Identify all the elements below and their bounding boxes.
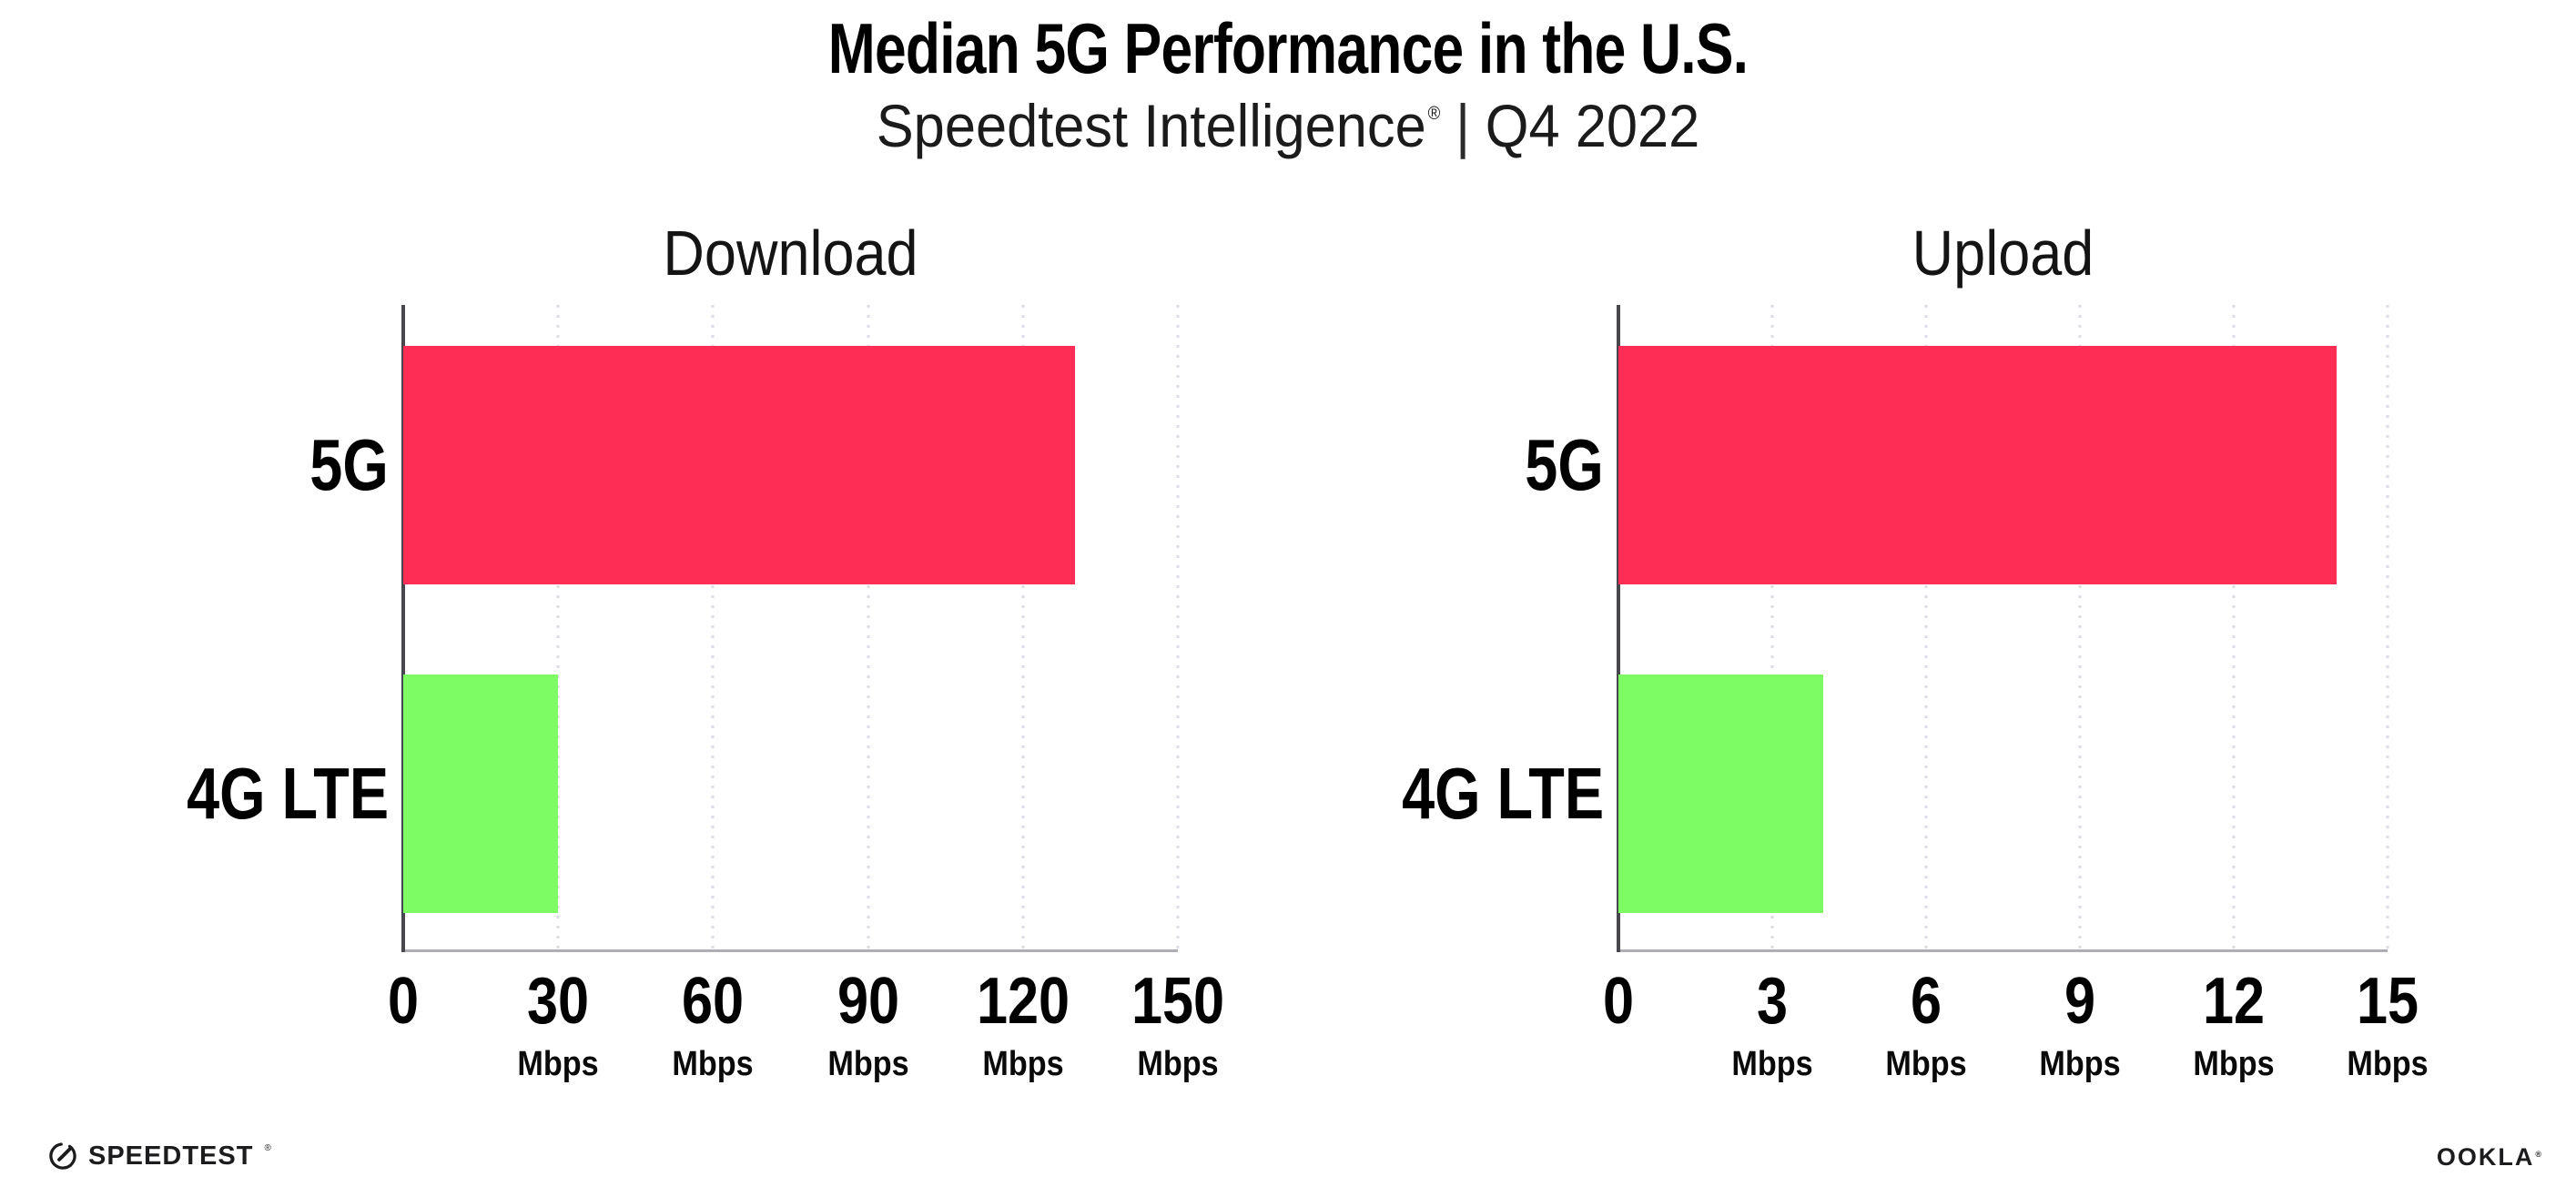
ookla-trademark-symbol: ® <box>2535 1150 2543 1159</box>
ookla-wordmark: OOKLA <box>2436 1143 2535 1171</box>
subtitle-brand: Speedtest Intelligence <box>876 92 1426 159</box>
speedtest-gauge-icon <box>49 1142 76 1170</box>
gridline-120 <box>1021 305 1025 949</box>
page-subtitle: Speedtest Intelligence® | Q4 2022 <box>90 91 2486 160</box>
x-tick-value: 12 <box>2202 965 2266 1038</box>
gridline-12 <box>2232 305 2236 949</box>
upload-chart-title: Upload <box>1912 218 2094 289</box>
x-tick-120: 120 Mbps <box>969 969 1078 1081</box>
download-x-axis-ticks: 0 30 Mbps 60 Mbps 90 Mbps 120 Mbps 150 Mbps <box>388 969 1224 1123</box>
x-tick-0: 0 <box>385 969 421 1034</box>
x-tick-value: 0 <box>1602 965 1635 1038</box>
category-label-4g-lte: 4G LTE <box>186 752 389 834</box>
speedtest-logo: SPEEDTEST ® <box>47 1140 271 1172</box>
gridline-15 <box>2386 305 2389 949</box>
bar-5g-upload <box>1618 345 2337 584</box>
x-tick-unit: Mbps <box>1731 1045 1813 1083</box>
x-tick-3: 3 Mbps <box>1727 969 1817 1081</box>
x-tick-value: 60 <box>682 965 745 1038</box>
category-label-4g-lte: 4G LTE <box>1401 752 1604 834</box>
x-tick-unit: Mbps <box>982 1045 1064 1083</box>
bar-5g-download <box>403 345 1075 584</box>
download-category-axis: 5G 4G LTE <box>0 305 389 949</box>
registered-trademark-symbol: ® <box>1427 104 1441 124</box>
x-tick-unit: Mbps <box>517 1045 599 1083</box>
x-tick-value: 120 <box>976 965 1070 1038</box>
x-tick-0: 0 <box>1600 969 1637 1034</box>
x-tick-15: 15 Mbps <box>2342 969 2432 1081</box>
bar-4g-lte-upload <box>1618 674 1824 913</box>
speedtest-wordmark: SPEEDTEST <box>88 1141 254 1171</box>
download-chart-title: Download <box>663 218 918 289</box>
gridline-90 <box>867 305 870 949</box>
x-tick-30: 30 Mbps <box>513 969 603 1081</box>
x-tick-value: 3 <box>1756 965 1789 1038</box>
x-tick-unit: Mbps <box>1885 1045 1967 1083</box>
x-tick-6: 6 Mbps <box>1881 969 1971 1081</box>
upload-plot-area <box>1617 305 2389 952</box>
x-tick-9: 9 Mbps <box>2034 969 2125 1081</box>
x-tick-value: 15 <box>2356 965 2419 1038</box>
x-tick-unit: Mbps <box>1137 1045 1219 1083</box>
x-tick-value: 30 <box>527 965 590 1038</box>
x-tick-value: 0 <box>387 965 420 1038</box>
x-tick-unit: Mbps <box>2039 1045 2121 1083</box>
gridline-3 <box>1770 305 1774 949</box>
x-tick-150: 150 Mbps <box>1123 969 1232 1081</box>
gridline-150 <box>1176 305 1180 949</box>
x-tick-unit: Mbps <box>672 1045 755 1083</box>
x-tick-value: 6 <box>1910 965 1942 1038</box>
speedtest-trademark-symbol: ® <box>264 1142 271 1153</box>
upload-category-axis: 5G 4G LTE <box>1212 305 1604 949</box>
x-tick-unit: Mbps <box>2193 1045 2275 1083</box>
category-label-5g: 5G <box>309 423 389 505</box>
page-title: Median 5G Performance in the U.S. <box>827 8 1749 88</box>
x-tick-unit: Mbps <box>2347 1045 2429 1083</box>
x-tick-12: 12 Mbps <box>2188 969 2278 1081</box>
upload-x-axis-ticks: 0 3 Mbps 6 Mbps 9 Mbps 12 Mbps 15 Mbps <box>1603 969 2429 1123</box>
x-tick-90: 90 Mbps <box>823 969 913 1081</box>
x-tick-unit: Mbps <box>827 1045 909 1083</box>
gridline-30 <box>556 305 560 949</box>
x-tick-value: 90 <box>837 965 899 1038</box>
gridline-6 <box>1924 305 1928 949</box>
bar-4g-lte-download <box>403 674 559 913</box>
gridline-9 <box>2078 305 2082 949</box>
x-tick-value: 150 <box>1131 965 1225 1038</box>
subtitle-separator: | <box>1455 92 1471 159</box>
subtitle-period: Q4 2022 <box>1485 92 1700 159</box>
x-tick-value: 9 <box>2064 965 2096 1038</box>
x-tick-60: 60 Mbps <box>668 969 758 1081</box>
category-label-5g: 5G <box>1525 423 1604 505</box>
upload-y-axis-line <box>1617 305 1620 952</box>
download-y-axis-line <box>401 305 405 952</box>
gridline-60 <box>711 305 715 949</box>
ookla-logo: OOKLA® <box>2437 1143 2543 1172</box>
download-plot-area <box>401 305 1180 952</box>
